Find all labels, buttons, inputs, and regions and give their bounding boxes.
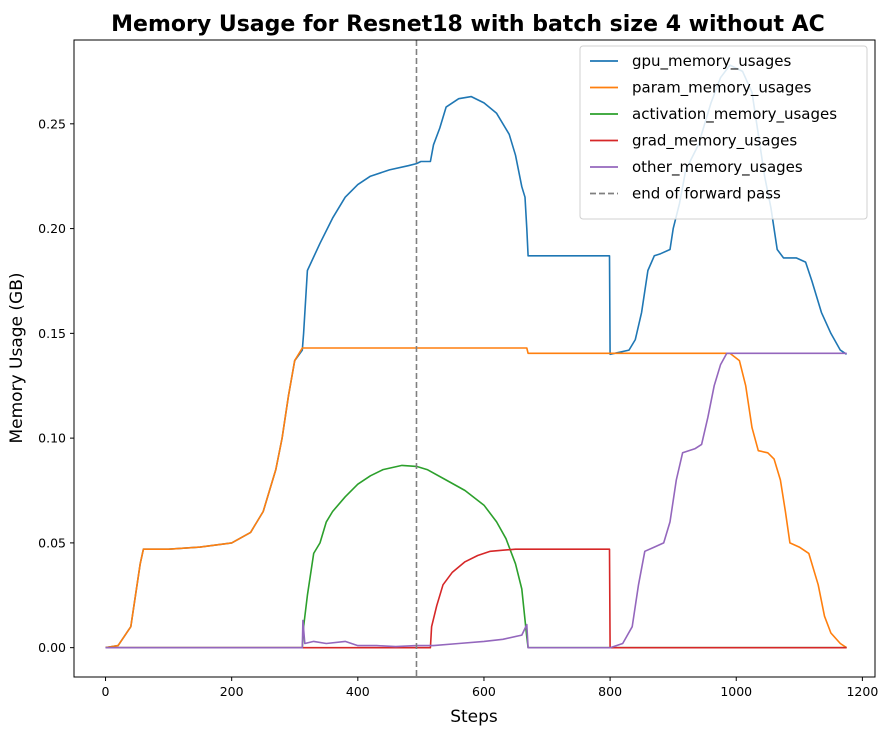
x-tick-label: 0: [102, 684, 110, 699]
x-tick-label: 1000: [720, 684, 752, 699]
legend-box: [579, 45, 868, 220]
x-axis-ticks: 0 200 400 600 800 1000 1200: [102, 677, 878, 699]
y-tick-label: 0.10: [38, 431, 66, 446]
legend: gpu_memory_usages param_memory_usagesacti…: [579, 45, 868, 220]
x-axis-label: Steps: [450, 707, 498, 727]
y-tick-label: 0.25: [38, 116, 66, 131]
series-line-param_memory_usages: [105, 347, 848, 649]
x-tick-label: 800: [598, 684, 622, 699]
x-tick-label: 1200: [846, 684, 878, 699]
legend-label: grad_memory_usages: [632, 132, 797, 151]
y-tick-label: 0.15: [38, 326, 66, 341]
y-tick-label: 0.20: [38, 221, 66, 236]
legend-label: param_memory_usages: [632, 79, 812, 98]
chart-title: Memory Usage for Resnet18 with batch siz…: [111, 12, 825, 37]
legend-label: other_memory_usages: [632, 158, 803, 177]
x-tick-label: 400: [346, 684, 370, 699]
series-line-activation_memory_usages: [105, 464, 847, 649]
x-tick-label: 200: [220, 684, 244, 699]
series-line-grad_memory_usages: [105, 548, 847, 649]
x-tick-label: 600: [472, 684, 496, 699]
y-axis-ticks: 0.00 0.05 0.10 0.15 0.20 0.25: [38, 116, 74, 655]
y-axis-label: Memory Usage (GB): [7, 272, 27, 443]
plot-frame: [73, 39, 876, 678]
legend-label: end of forward pass: [632, 185, 781, 203]
y-tick-label: 0.05: [38, 535, 66, 550]
y-tick-label: 0.00: [38, 640, 66, 655]
series-line-other_memory_usages: [105, 352, 847, 649]
legend-label: gpu_memory_usages: [632, 52, 791, 71]
legend-label: activation_memory_usages: [632, 105, 837, 124]
